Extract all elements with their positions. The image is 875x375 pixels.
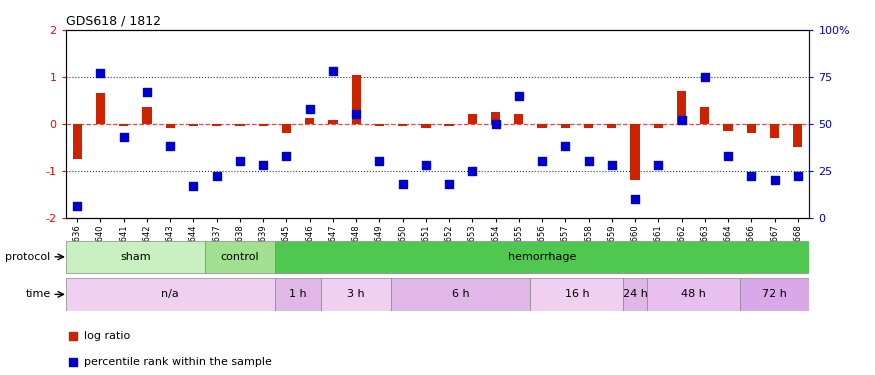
Text: 48 h: 48 h (681, 290, 705, 299)
Point (140, 89, 154, 95)
Text: n/a: n/a (161, 290, 179, 299)
Text: 16 h: 16 h (564, 290, 589, 299)
Bar (514, 114, 523, 124)
Point (721, 153, 735, 159)
Text: 72 h: 72 h (762, 290, 787, 299)
Text: control: control (220, 252, 259, 262)
Point (558, 143, 572, 149)
Point (373, 158, 387, 164)
Point (396, 181, 410, 187)
Bar (770, 124, 779, 138)
Bar (282, 124, 291, 133)
Text: log ratio: log ratio (84, 331, 130, 340)
Bar (258, 124, 268, 126)
Point (791, 173, 805, 179)
Bar (165, 124, 175, 128)
Text: protocol: protocol (5, 252, 51, 262)
Point (70, 203, 84, 209)
Text: 3 h: 3 h (347, 290, 365, 299)
Bar (352, 75, 360, 124)
Bar (793, 124, 802, 147)
Point (745, 173, 759, 179)
Text: 1 h: 1 h (290, 290, 307, 299)
Point (767, 177, 781, 183)
Bar (468, 114, 477, 124)
Bar (421, 124, 430, 128)
Text: percentile rank within the sample: percentile rank within the sample (84, 357, 272, 367)
Point (164, 143, 178, 149)
Bar (623, 278, 647, 310)
Bar (647, 278, 739, 310)
Bar (328, 120, 338, 124)
Point (536, 158, 550, 164)
Bar (677, 91, 686, 124)
Bar (739, 278, 809, 310)
Bar (143, 107, 151, 124)
Point (628, 196, 642, 202)
Bar (73, 124, 82, 159)
Point (498, 226, 512, 232)
Point (697, 74, 711, 80)
Text: hemorrhage: hemorrhage (507, 252, 577, 262)
Bar (374, 124, 384, 126)
Bar (275, 278, 321, 310)
Point (488, 121, 502, 127)
Point (116, 134, 130, 140)
Point (256, 162, 270, 168)
Point (675, 117, 689, 123)
Point (512, 93, 526, 99)
Bar (96, 93, 105, 124)
Bar (275, 241, 809, 273)
Bar (398, 124, 407, 126)
Point (303, 106, 317, 112)
Bar (205, 241, 275, 273)
Bar (491, 112, 500, 124)
Text: 6 h: 6 h (452, 290, 470, 299)
Point (326, 68, 340, 74)
Point (233, 158, 247, 164)
Bar (746, 124, 756, 133)
Point (94, 70, 108, 76)
Bar (66, 241, 205, 273)
Point (210, 173, 224, 179)
Bar (444, 124, 454, 126)
Bar (561, 124, 570, 128)
Point (605, 162, 619, 168)
Bar (189, 124, 198, 126)
Bar (212, 124, 221, 126)
Text: GDS618 / 1812: GDS618 / 1812 (66, 15, 161, 27)
Point (582, 158, 596, 164)
Bar (537, 124, 547, 128)
Text: 24 h: 24 h (623, 290, 648, 299)
Bar (66, 278, 275, 310)
Bar (607, 124, 617, 128)
Point (186, 183, 200, 189)
Point (349, 111, 363, 117)
Text: time: time (25, 290, 51, 299)
Bar (584, 124, 593, 128)
Bar (654, 124, 663, 128)
Point (442, 181, 456, 187)
Bar (530, 278, 623, 310)
Point (419, 162, 433, 168)
Bar (391, 278, 530, 310)
Bar (630, 124, 640, 180)
Bar (700, 107, 710, 124)
Bar (321, 278, 391, 310)
Point (651, 162, 665, 168)
Point (466, 168, 480, 174)
Bar (119, 124, 129, 126)
Point (279, 153, 293, 159)
Bar (724, 124, 732, 131)
Bar (235, 124, 245, 126)
Bar (305, 118, 314, 124)
Text: sham: sham (120, 252, 150, 262)
